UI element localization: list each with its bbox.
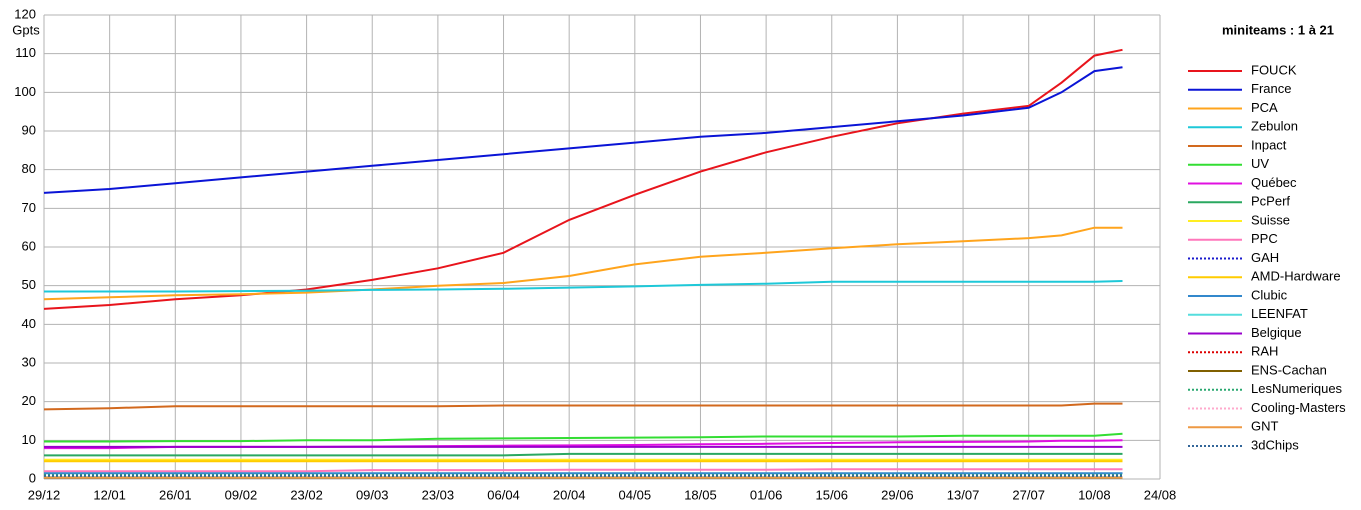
legend-label: PPC: [1251, 231, 1278, 246]
legend-label: UV: [1251, 156, 1269, 171]
x-tick-label: 23/03: [422, 487, 455, 502]
y-tick-label: 30: [22, 354, 36, 369]
x-tick-label: 01/06: [750, 487, 783, 502]
x-tick-label: 09/03: [356, 487, 389, 502]
y-tick-label: 110: [15, 45, 36, 60]
legend-label: France: [1251, 81, 1291, 96]
x-tick-label: 23/02: [290, 487, 323, 502]
y-tick-label: 40: [22, 316, 36, 331]
series-line: [43, 402, 1123, 411]
series-line: [44, 432, 1123, 443]
y-tick-label: 0: [29, 470, 36, 485]
x-tick-label: 20/04: [553, 487, 586, 502]
legend-label: AMD-Hardware: [1251, 269, 1341, 284]
legend-label: GAH: [1251, 250, 1279, 265]
x-tick-label: 18/05: [684, 487, 717, 502]
x-tick-label: 27/07: [1012, 487, 1045, 502]
y-tick-label: 10: [22, 432, 36, 447]
legend-label: LesNumeriques: [1251, 381, 1343, 396]
series-line: [43, 48, 1123, 310]
legend-label: GNT: [1251, 419, 1279, 434]
x-tick-label: 15/06: [815, 487, 848, 502]
series-line: [44, 468, 1123, 473]
legend-label: Belgique: [1251, 325, 1302, 340]
x-tick-label: 26/01: [159, 487, 192, 502]
x-tick-label: 06/04: [487, 487, 520, 502]
y-tick-label: 120: [14, 6, 36, 21]
y-tick-label: 70: [22, 200, 36, 215]
y-tick-label: 100: [14, 84, 36, 99]
x-tick-label: 13/07: [947, 487, 980, 502]
x-tick-label: 29/06: [881, 487, 914, 502]
x-tick-label: 04/05: [619, 487, 652, 502]
y-tick-label: 80: [22, 161, 36, 176]
legend-label: Suisse: [1251, 212, 1290, 227]
legend-label: RAH: [1251, 344, 1278, 359]
legend-label: Inpact: [1251, 137, 1287, 152]
series-line: [43, 66, 1123, 194]
x-tick-label: 12/01: [93, 487, 126, 502]
legend-label: Clubic: [1251, 287, 1288, 302]
legend-label: Zebulon: [1251, 119, 1298, 134]
legend-label: FOUCK: [1251, 62, 1297, 77]
legend-label: PCA: [1251, 100, 1278, 115]
y-axis-label: Gpts: [12, 22, 40, 37]
legend-label: LEENFAT: [1251, 306, 1308, 321]
y-tick-label: 90: [22, 122, 36, 137]
legend-label: 3dChips: [1251, 437, 1299, 452]
y-tick-label: 20: [22, 393, 36, 408]
series-line: [44, 452, 1123, 457]
legend-label: PcPerf: [1251, 194, 1290, 209]
series-line: [44, 280, 1123, 293]
series-line: [43, 226, 1123, 301]
x-tick-label: 24/08: [1144, 487, 1177, 502]
legend-label: Québec: [1251, 175, 1297, 190]
y-tick-label: 60: [22, 238, 36, 253]
legend-title: miniteams : 1 à 21: [1222, 22, 1334, 37]
x-tick-label: 09/02: [225, 487, 258, 502]
x-tick-label: 10/08: [1078, 487, 1111, 502]
legend-label: ENS-Cachan: [1251, 362, 1327, 377]
y-tick-label: 50: [22, 277, 36, 292]
x-tick-label: 29/12: [28, 487, 61, 502]
legend-label: Cooling-Masters: [1251, 400, 1346, 415]
